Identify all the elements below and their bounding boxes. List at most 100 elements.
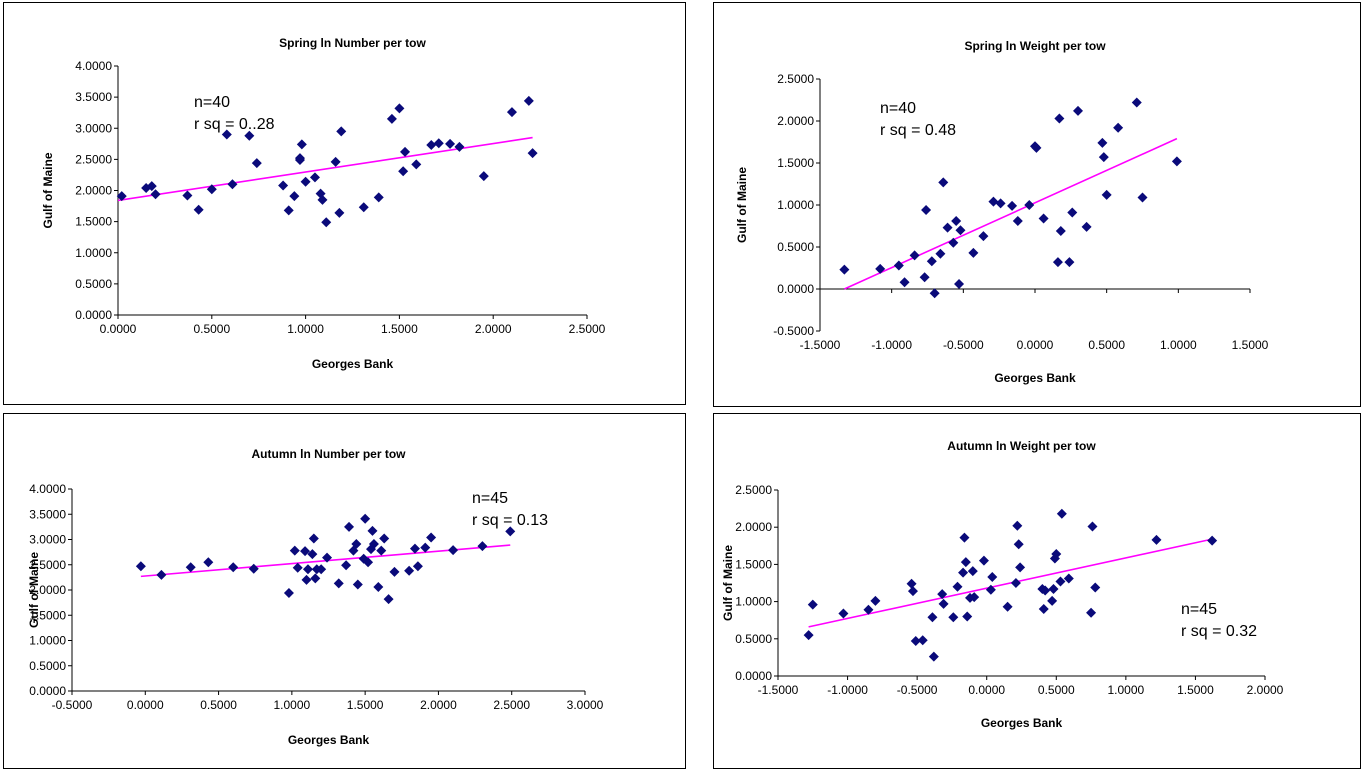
chart-title: Autumn ln Weight per tow xyxy=(947,439,1096,453)
x-tick-label: -1.0000 xyxy=(871,338,912,352)
data-point xyxy=(1015,562,1025,572)
data-point xyxy=(387,114,397,124)
data-point xyxy=(1011,578,1021,588)
y-tick-label: 1.5000 xyxy=(777,156,814,170)
data-point xyxy=(376,546,386,556)
y-tick-label: 2.0000 xyxy=(75,184,112,198)
data-point xyxy=(1090,582,1100,592)
x-tick-label: 0.5000 xyxy=(1038,683,1075,697)
data-point xyxy=(309,533,319,543)
data-point xyxy=(249,564,259,574)
x-tick-label: 1.0000 xyxy=(274,698,311,712)
data-point xyxy=(1055,577,1065,587)
data-point xyxy=(1067,208,1077,218)
data-point xyxy=(838,609,848,619)
annotation-text: n=40 xyxy=(194,94,230,111)
y-tick-label: 2.5000 xyxy=(777,72,814,86)
y-tick-label: 1.0000 xyxy=(777,198,814,212)
data-point xyxy=(839,265,849,275)
data-point xyxy=(136,561,146,571)
data-point xyxy=(908,586,918,596)
data-point xyxy=(394,103,404,113)
annotation-text: n=45 xyxy=(472,490,508,507)
data-point xyxy=(252,158,262,168)
data-point xyxy=(479,171,489,181)
annotation-text: n=40 xyxy=(880,100,916,117)
y-axis-label: Gulf of Maine xyxy=(721,545,735,621)
data-point xyxy=(341,560,351,570)
data-point xyxy=(426,140,436,150)
data-point xyxy=(1024,200,1034,210)
data-point xyxy=(955,225,965,235)
data-point xyxy=(900,277,910,287)
annotation-text: r sq = 0.32 xyxy=(1181,623,1257,640)
data-point xyxy=(939,599,949,609)
data-point xyxy=(374,192,384,202)
data-point xyxy=(929,652,939,662)
data-point xyxy=(958,568,968,578)
chart-spring-number: Spring ln Number per tow 0.0000 0.5000 1.00… xyxy=(4,3,685,404)
data-point xyxy=(804,630,814,640)
chart-title: Autumn ln Number per tow xyxy=(252,447,407,461)
data-point xyxy=(978,231,988,241)
data-point xyxy=(1053,257,1063,267)
data-point xyxy=(344,522,354,532)
y-tick-label: 3.0000 xyxy=(29,533,66,547)
data-point xyxy=(1172,156,1182,166)
data-point xyxy=(182,190,192,200)
data-point xyxy=(334,208,344,218)
data-point xyxy=(1207,536,1217,546)
data-point xyxy=(413,561,423,571)
data-point xyxy=(1099,152,1109,162)
data-point xyxy=(321,217,331,227)
data-point xyxy=(384,594,394,604)
data-point xyxy=(1012,521,1022,531)
data-point xyxy=(938,177,948,187)
y-tick-label: 2.0000 xyxy=(735,520,772,534)
annotation-text: r sq = 0.13 xyxy=(472,512,548,529)
data-point xyxy=(334,578,344,588)
data-point xyxy=(1057,509,1067,519)
data-point xyxy=(987,572,997,582)
x-tick-label: -1.0000 xyxy=(827,683,868,697)
data-point xyxy=(1097,138,1107,148)
data-point xyxy=(360,514,370,524)
data-point xyxy=(927,256,937,266)
data-point xyxy=(907,579,917,589)
data-point xyxy=(303,564,313,574)
y-tick-label: 1.5000 xyxy=(735,557,772,571)
x-tick-label: 1.0000 xyxy=(1160,338,1197,352)
data-point xyxy=(353,579,363,589)
data-point xyxy=(301,177,311,187)
data-point xyxy=(1014,539,1024,549)
y-tick-label: 0.0000 xyxy=(777,282,814,296)
chart-autumn-number: Autumn ln Number per tow 0.0000 0.5000 1.00… xyxy=(4,414,685,768)
data-point xyxy=(448,545,458,555)
data-point xyxy=(1047,596,1057,606)
data-point xyxy=(935,249,945,259)
data-point xyxy=(1132,98,1142,108)
data-point xyxy=(952,582,962,592)
chart-autumn-weight: Autumn ln Weight per tow 0.0000 0.5000 1.00… xyxy=(714,414,1360,768)
data-point xyxy=(379,533,389,543)
data-point xyxy=(921,205,931,215)
data-point xyxy=(359,202,369,212)
y-tick-label: 2.0000 xyxy=(777,114,814,128)
data-point xyxy=(445,139,455,149)
data-point xyxy=(1039,604,1049,614)
data-point xyxy=(1039,213,1049,223)
x-tick-label: 0.0000 xyxy=(1017,338,1054,352)
trend-line xyxy=(844,139,1177,289)
data-point xyxy=(434,138,444,148)
data-point xyxy=(951,216,961,226)
data-point xyxy=(194,205,204,215)
data-point xyxy=(1013,216,1023,226)
x-tick-label: 0.0000 xyxy=(127,698,164,712)
data-point xyxy=(943,223,953,233)
data-point xyxy=(979,556,989,566)
data-point xyxy=(1003,602,1013,612)
y-tick-label: 2.5000 xyxy=(75,152,112,166)
data-point xyxy=(203,557,213,567)
x-tick-label: 1.0000 xyxy=(287,322,324,336)
chart-panel-spring-weight: Spring ln Weight per tow -0.5000 0.0000 0.5… xyxy=(713,2,1361,407)
